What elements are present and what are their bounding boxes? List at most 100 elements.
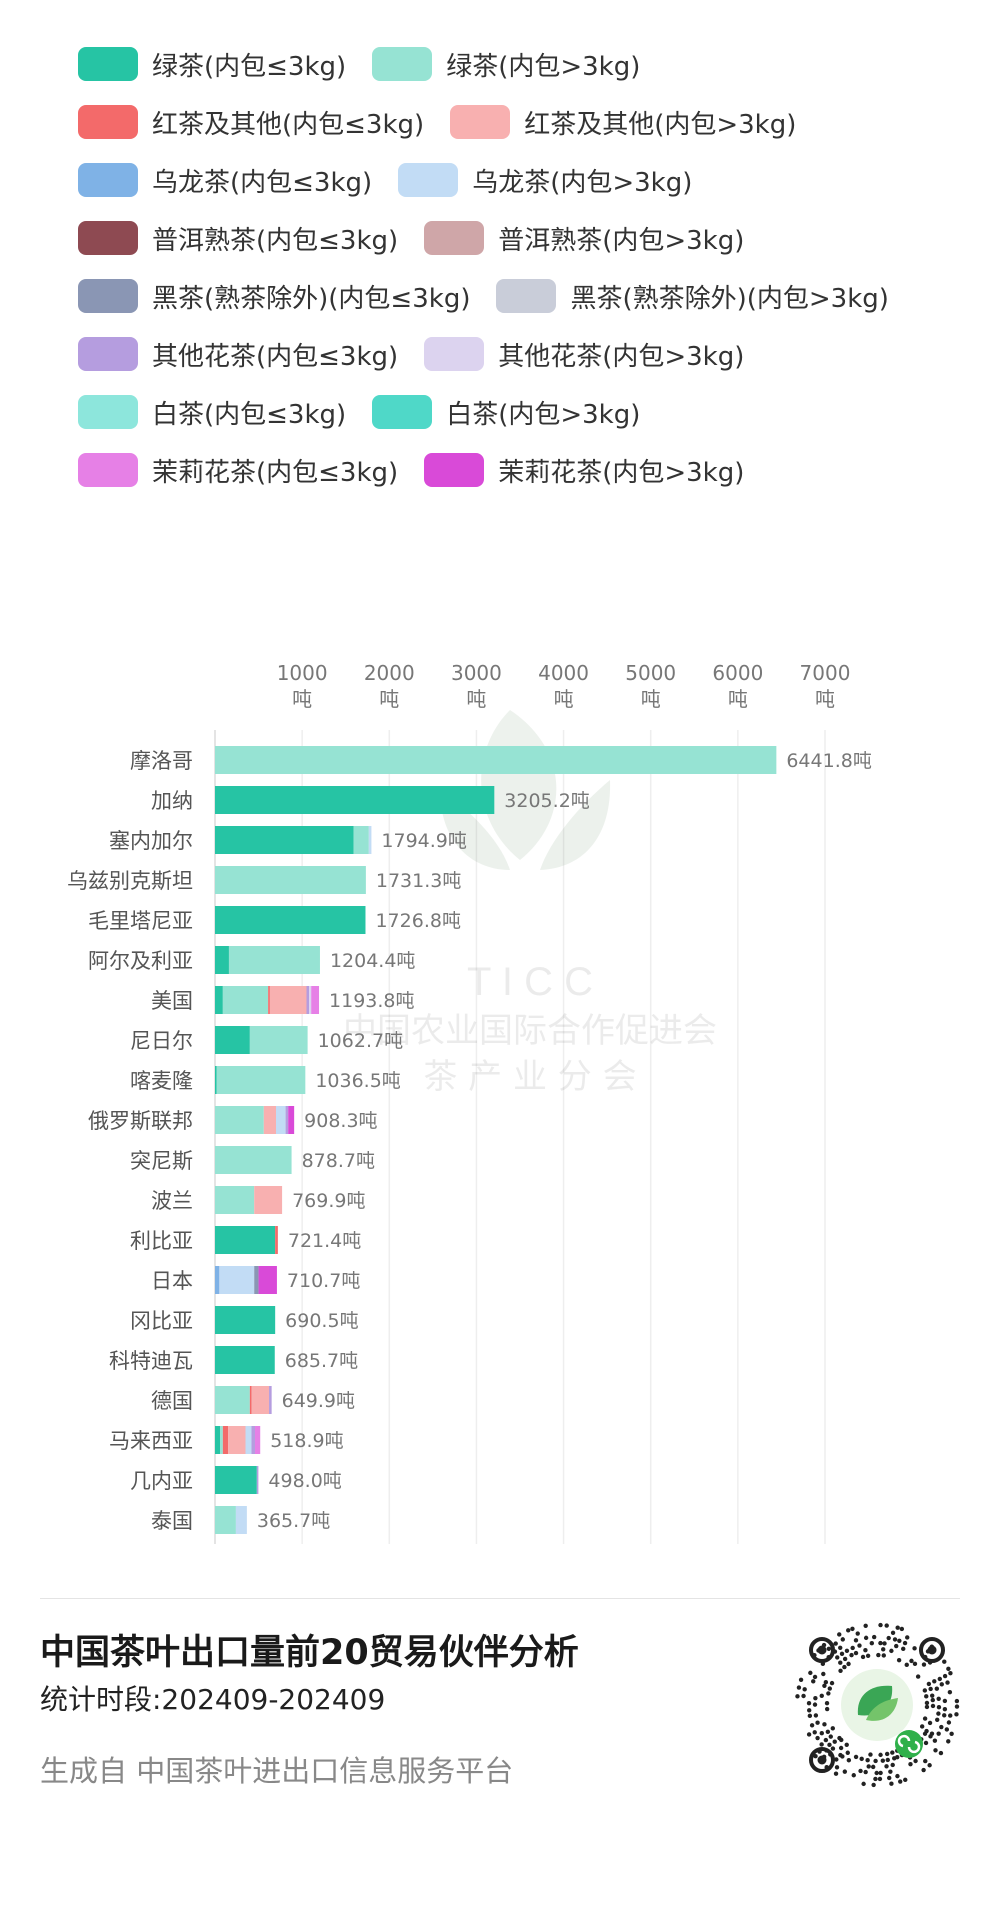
watermark-leaf-icon	[481, 710, 557, 860]
total-label: 3205.2吨	[504, 790, 589, 812]
bar-segment	[215, 866, 366, 894]
category-label: 摩洛哥	[130, 749, 193, 773]
legend-label: 普洱熟茶(内包>3kg)	[498, 225, 745, 256]
legend-item[interactable]: 红茶及其他(内包>3kg)	[450, 102, 796, 142]
bar-segment	[215, 946, 229, 974]
legend-item[interactable]: 绿茶(内包>3kg)	[372, 44, 640, 84]
legend-swatch	[78, 395, 138, 429]
x-tick-label: 7000	[800, 661, 851, 685]
footer-period: 统计时段:202409-202409	[40, 1683, 386, 1716]
bar-segment	[309, 986, 312, 1014]
legend-item[interactable]: 其他花茶(内包>3kg)	[424, 334, 744, 374]
footer-title: 中国茶叶出口量前20贸易伙伴分析	[40, 1633, 579, 1673]
bar-segment	[245, 1426, 252, 1454]
legend-swatch	[78, 105, 138, 139]
bar-segment	[285, 1106, 289, 1134]
legend-label: 白茶(内包>3kg)	[446, 399, 641, 430]
total-label: 1193.8吨	[329, 990, 414, 1012]
bar-segment	[216, 1066, 306, 1094]
legend-label: 绿茶(内包≤3kg)	[152, 51, 347, 82]
bar-segment	[249, 1386, 252, 1414]
legend-item[interactable]: 黑茶(熟茶除外)(内包≤3kg)	[78, 276, 470, 316]
total-label: 498.0吨	[268, 1470, 341, 1492]
legend-item[interactable]: 绿茶(内包≤3kg)	[78, 44, 346, 84]
total-label: 769.9吨	[292, 1190, 365, 1212]
legend-swatch	[496, 279, 557, 313]
legend-row: 其他花茶(内包≤3kg) 其他花茶(内包>3kg)	[78, 334, 978, 392]
bar-segment	[215, 1386, 250, 1414]
bar-segment	[215, 1306, 276, 1334]
category-label: 俄罗斯联邦	[88, 1109, 193, 1133]
category-label: 马来西亚	[109, 1429, 193, 1453]
legend-swatch	[78, 221, 138, 255]
bar-segment	[222, 986, 269, 1014]
legend-label: 普洱熟茶(内包≤3kg)	[152, 225, 399, 256]
total-label: 1062.7吨	[318, 1030, 403, 1052]
legend-item[interactable]: 乌龙茶(内包>3kg)	[398, 160, 692, 200]
footer-source: 生成自 中国茶叶进出口信息服务平台	[40, 1754, 514, 1788]
legend-row: 绿茶(内包≤3kg) 绿茶(内包>3kg)	[78, 44, 978, 102]
bar-segment	[215, 1466, 257, 1494]
bar-segment	[268, 986, 270, 1014]
legend-item[interactable]: 普洱熟茶(内包≤3kg)	[78, 218, 398, 258]
legend-label: 黑茶(熟茶除外)(内包>3kg)	[570, 283, 889, 314]
total-label: 908.3吨	[304, 1110, 377, 1132]
legend-row: 乌龙茶(内包≤3kg) 乌龙茶(内包>3kg)	[78, 160, 978, 218]
legend-item[interactable]: 白茶(内包>3kg)	[372, 392, 640, 432]
bar-segment	[215, 1426, 221, 1454]
qr-code-icon[interactable]	[792, 1620, 962, 1790]
bar-segment	[219, 1266, 255, 1294]
x-tick-unit: 吨	[728, 687, 748, 711]
legend-label: 乌龙茶(内包>3kg)	[472, 167, 693, 198]
total-label: 518.9吨	[270, 1430, 343, 1452]
x-tick-label: 3000	[451, 661, 502, 685]
legend-item[interactable]: 其他花茶(内包≤3kg)	[78, 334, 398, 374]
divider	[40, 1598, 960, 1599]
category-label: 毛里塔尼亚	[88, 909, 193, 933]
legend-label: 黑茶(熟茶除外)(内包≤3kg)	[152, 283, 471, 314]
bar-segment	[235, 1506, 247, 1534]
total-label: 1204.4吨	[330, 950, 415, 972]
legend-item[interactable]: 黑茶(熟茶除外)(内包>3kg)	[496, 276, 889, 316]
category-label: 泰国	[151, 1509, 193, 1533]
bar-segment	[215, 1346, 275, 1374]
watermark-line2: 茶 产 业 分 会	[423, 1057, 636, 1097]
category-label: 冈比亚	[130, 1309, 193, 1333]
bar-segment	[215, 746, 777, 774]
legend-swatch	[424, 337, 485, 371]
category-label: 塞内加尔	[109, 829, 193, 853]
bar-segment	[258, 1266, 277, 1294]
total-label: 1731.3吨	[376, 870, 461, 892]
category-label: 日本	[151, 1269, 193, 1293]
total-label: 878.7吨	[302, 1150, 375, 1172]
bar-segment	[254, 1426, 261, 1454]
watermark-line1: 中国农业国际合作促进会	[343, 1011, 717, 1051]
legend-swatch	[372, 47, 433, 81]
legend-label: 其他花茶(内包>3kg)	[498, 341, 745, 372]
legend-item[interactable]: 白茶(内包≤3kg)	[78, 392, 346, 432]
legend-swatch	[424, 221, 485, 255]
bar-segment	[215, 906, 366, 934]
total-label: 690.5吨	[285, 1310, 358, 1332]
bar-segment	[256, 1466, 259, 1494]
bar-segment	[306, 986, 310, 1014]
category-label: 美国	[151, 989, 193, 1013]
legend-item[interactable]: 茉莉花茶(内包>3kg)	[424, 450, 744, 490]
legend-row: 白茶(内包≤3kg) 白茶(内包>3kg)	[78, 392, 978, 450]
total-label: 1036.5吨	[315, 1070, 400, 1092]
category-label: 喀麦隆	[130, 1069, 193, 1093]
category-label: 尼日尔	[130, 1029, 193, 1053]
bar-segment	[311, 986, 320, 1014]
legend-item[interactable]: 茉莉花茶(内包≤3kg)	[78, 450, 398, 490]
bar-segment	[215, 1026, 250, 1054]
legend-item[interactable]: 普洱熟茶(内包>3kg)	[424, 218, 744, 258]
legend-item[interactable]: 红茶及其他(内包≤3kg)	[78, 102, 424, 142]
legend-item[interactable]: 乌龙茶(内包≤3kg)	[78, 160, 372, 200]
total-label: 649.9吨	[282, 1390, 355, 1412]
bar-segment	[251, 1426, 255, 1454]
watermark-leaf-icon	[540, 780, 611, 870]
legend-row: 红茶及其他(内包≤3kg) 红茶及其他(内包>3kg)	[78, 102, 978, 160]
legend-label: 茉莉花茶(内包≤3kg)	[152, 457, 399, 488]
category-label: 德国	[151, 1389, 193, 1413]
